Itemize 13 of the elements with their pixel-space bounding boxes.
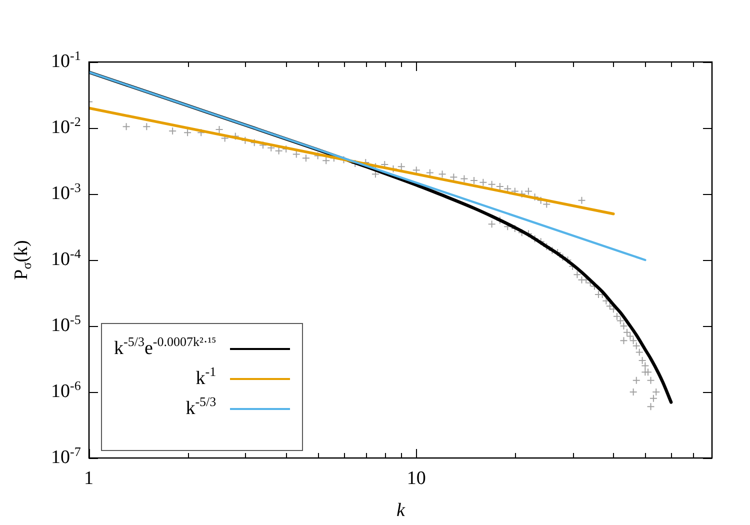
y-tick-label: 10$^{-1}$ bbox=[51, 48, 81, 73]
x-tick-label: 10 bbox=[406, 468, 426, 490]
y-tick-label: 10$^{-7}$ bbox=[51, 444, 81, 469]
y-tick-label: 10$^{-6}$ bbox=[51, 378, 81, 403]
legend-label: k$^{-1}$ bbox=[196, 364, 216, 390]
y-tick-label: 10$^{-3}$ bbox=[51, 180, 81, 205]
x-axis-title: k bbox=[396, 500, 405, 522]
x-tick-label: 1 bbox=[84, 468, 94, 490]
y-tick-label: 10$^{-5}$ bbox=[51, 312, 81, 337]
legend-label: k$^{-5/3}$e$^{-0.0007k²·¹⁵}$ bbox=[114, 334, 216, 360]
legend-label: k$^{-5/3}$ bbox=[186, 394, 216, 420]
y-tick-label: 10$^{-4}$ bbox=[51, 246, 81, 271]
y-tick-label: 10$^{-2}$ bbox=[51, 114, 81, 139]
